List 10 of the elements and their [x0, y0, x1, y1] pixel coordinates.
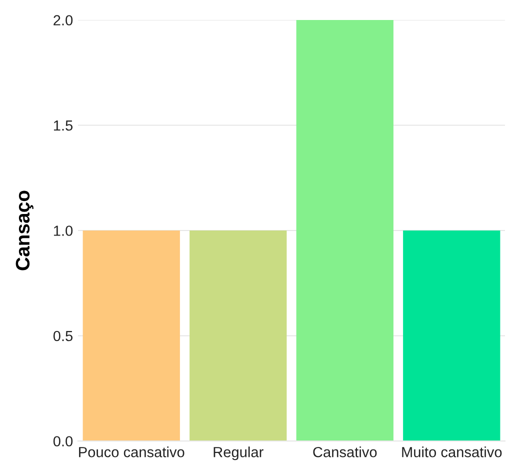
y-tick-label: 2.0 — [54, 15, 73, 26]
y-tick-label: 1.5 — [54, 120, 73, 131]
y-tick-label: 0.5 — [53, 330, 73, 342]
y-axis-title: Cansaço — [16, 190, 34, 270]
x-tick-label: Cansativo — [313, 446, 377, 458]
y-tick-label: 0.0 — [53, 436, 73, 446]
y-tick-label: 1.0 — [54, 226, 73, 236]
x-tick-label: Pouco cansativo — [79, 446, 184, 458]
x-tick-label: Muito cansativo — [402, 446, 502, 458]
x-tick-label: Regular — [214, 446, 264, 460]
